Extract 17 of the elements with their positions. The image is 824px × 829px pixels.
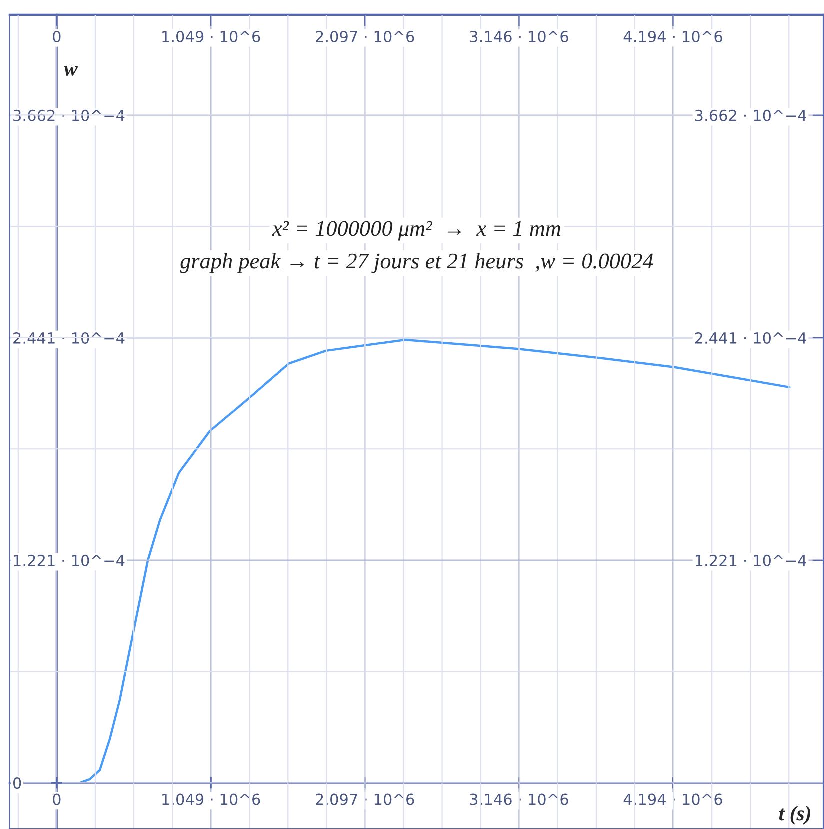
annotation: graph peak → t = 27 jours et 21 heurs ,w = 0.00024 <box>180 253 654 274</box>
x2-tick-label: 2.097 · 10^6 <box>316 30 414 43</box>
x-tick-label: 3.146 · 10^6 <box>470 794 568 806</box>
x2-tick-label: 3.146 · 10^6 <box>470 30 568 43</box>
x-tick-label: 0 <box>53 794 61 806</box>
y2-tick-label: 3.662 · 10^−4 <box>695 110 806 122</box>
x-axis-title: t (s) <box>779 806 810 825</box>
x2-tick-label: 0 <box>53 30 61 43</box>
x-tick-label: 1.049 · 10^6 <box>162 794 260 806</box>
y2-tick-label: 2.441 · 10^−4 <box>695 332 806 344</box>
x2-tick-label: 1.049 · 10^6 <box>162 30 260 43</box>
y-axis-title: w <box>64 66 78 76</box>
y-tick-label: 0 <box>13 778 22 790</box>
y-tick-label: 1.221 · 10^−4 <box>14 554 125 566</box>
x2-tick-label: 4.194 · 10^6 <box>624 30 722 43</box>
y2-tick-label: 1.221 · 10^−4 <box>696 554 806 566</box>
annotation: x² = 1000000 μm² → x = 1 mm <box>272 221 561 241</box>
